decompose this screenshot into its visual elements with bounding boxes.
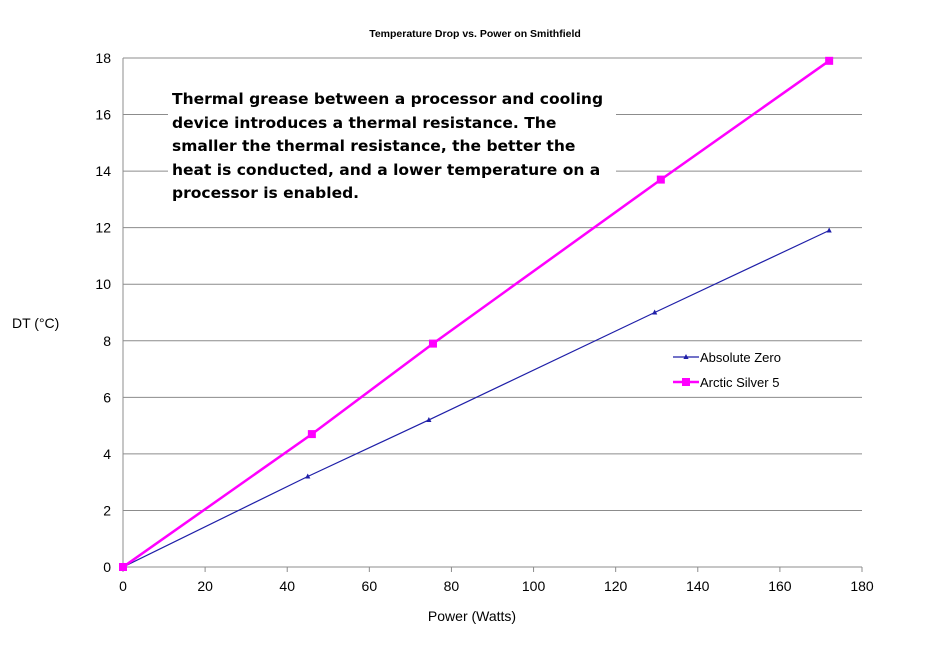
x-tick-label-100: 100 bbox=[522, 578, 546, 594]
y-tick-label-16: 16 bbox=[95, 107, 111, 123]
grid-lines bbox=[123, 57, 862, 511]
y-tick-label-14: 14 bbox=[95, 163, 111, 179]
data-point-absolute-zero-3 bbox=[652, 309, 658, 315]
x-tick-label-80: 80 bbox=[444, 578, 460, 594]
series-line-absolute-zero bbox=[122, 229, 830, 568]
y-tick-label-4: 4 bbox=[103, 446, 111, 462]
y-tick-label-10: 10 bbox=[95, 276, 111, 292]
y-tick-label-2: 2 bbox=[103, 502, 111, 518]
legend: Absolute Zero Arctic Silver 5 bbox=[673, 350, 781, 390]
x-tick-label-120: 120 bbox=[604, 578, 628, 594]
data-point-absolute-zero-1 bbox=[305, 473, 311, 479]
data-point-arctic-silver-5-1 bbox=[307, 430, 316, 439]
x-tick-label-0: 0 bbox=[119, 578, 127, 594]
annotation-text: Thermal grease between a processor and c… bbox=[168, 86, 616, 208]
y-axis-label: DT (°C) bbox=[12, 315, 59, 331]
data-point-arctic-silver-5-3 bbox=[656, 175, 665, 184]
legend-marker-absolute-zero bbox=[683, 354, 689, 359]
y-tick-label-18: 18 bbox=[95, 50, 111, 66]
x-tick-label-60: 60 bbox=[362, 578, 378, 594]
x-tick-label-20: 20 bbox=[197, 578, 213, 594]
x-tick-label-140: 140 bbox=[686, 578, 710, 594]
data-point-absolute-zero-4 bbox=[826, 227, 832, 233]
x-tick-label-40: 40 bbox=[279, 578, 295, 594]
series-layer bbox=[119, 56, 834, 571]
data-point-arctic-silver-5-0 bbox=[119, 563, 127, 571]
y-tick-label-12: 12 bbox=[95, 220, 111, 236]
legend-label-absolute-zero: Absolute Zero bbox=[700, 350, 781, 365]
y-tick-label-0: 0 bbox=[103, 559, 111, 575]
legend-marker-arctic-silver-5 bbox=[682, 378, 690, 386]
x-tick-label-160: 160 bbox=[768, 578, 792, 594]
data-point-arctic-silver-5-2 bbox=[428, 339, 437, 348]
legend-label-arctic-silver-5: Arctic Silver 5 bbox=[700, 375, 779, 390]
chart-title: Temperature Drop vs. Power on Smithfield bbox=[369, 28, 581, 40]
data-point-arctic-silver-5-4 bbox=[825, 56, 834, 65]
data-point-absolute-zero-2 bbox=[426, 416, 432, 422]
x-axis-label: Power (Watts) bbox=[428, 608, 516, 624]
y-tick-label-6: 6 bbox=[103, 389, 111, 405]
x-tick-label-180: 180 bbox=[850, 578, 874, 594]
y-tick-label-8: 8 bbox=[103, 333, 111, 349]
